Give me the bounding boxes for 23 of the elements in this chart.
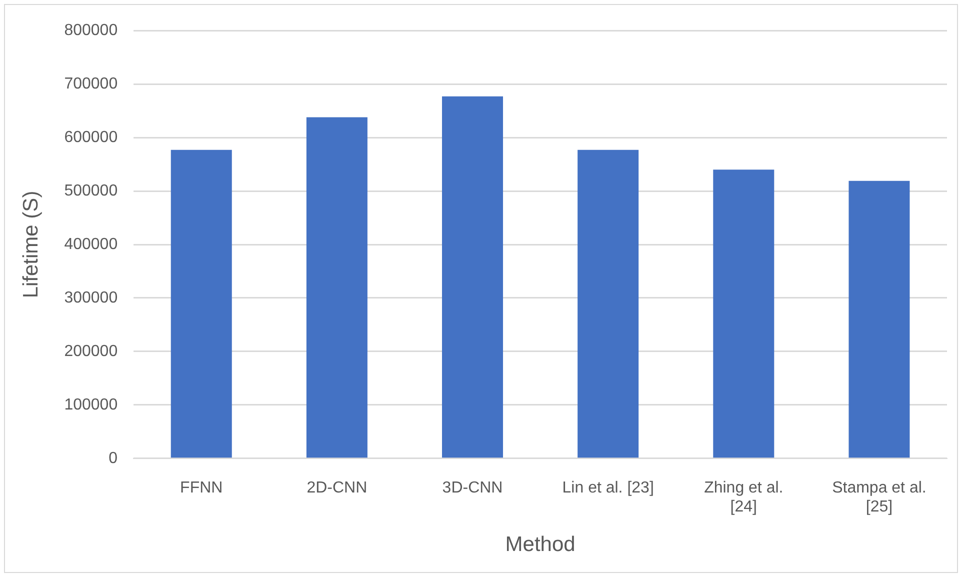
y-tick-label: 600000 xyxy=(64,128,118,146)
x-tick-label: Stampa et al. [25] xyxy=(832,479,926,516)
x-tick-label: 3D-CNN xyxy=(442,479,503,496)
x-axis-title: Method xyxy=(505,533,576,556)
y-axis-title: Lifetime (S) xyxy=(19,190,42,298)
x-tick-label: 2D-CNN xyxy=(306,479,368,496)
bar xyxy=(713,170,774,458)
bar xyxy=(306,117,368,458)
bar xyxy=(442,96,504,458)
x-tick-label: Lin et al. [23] xyxy=(562,479,654,496)
y-tick-label: 500000 xyxy=(64,182,118,200)
x-tick-label: Zhing et al. [24] xyxy=(704,479,784,516)
y-tick-label: 400000 xyxy=(64,236,118,253)
y-tick-label: 100000 xyxy=(64,396,118,414)
y-tick-label: 700000 xyxy=(64,75,118,92)
bar xyxy=(578,150,639,458)
x-tick-label: FFNN xyxy=(180,479,223,496)
y-tick-label: 800000 xyxy=(64,22,118,40)
bar xyxy=(848,180,910,458)
y-tick-label: 200000 xyxy=(64,342,118,360)
bar xyxy=(170,150,232,458)
y-tick-label: 0 xyxy=(108,450,118,467)
y-tick-label: 300000 xyxy=(64,289,118,306)
